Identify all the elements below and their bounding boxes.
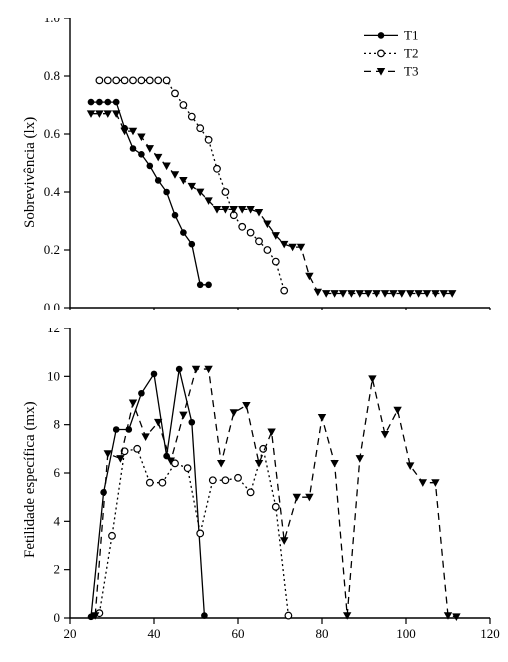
survival-ylabel: Sobrevivência (lx)	[22, 117, 39, 228]
series-T1	[91, 369, 204, 617]
fertility-chart: 0 2 4 6 8 10 12 20 40 60 80 100 120	[0, 328, 508, 648]
svg-text:10: 10	[47, 368, 60, 383]
legend-label-T1: T1	[404, 27, 418, 42]
series-T3	[95, 369, 456, 617]
svg-text:60: 60	[232, 626, 245, 641]
svg-text:80: 80	[316, 626, 329, 641]
svg-text:20: 20	[64, 626, 77, 641]
svg-text:120: 120	[480, 626, 500, 641]
series-T2	[99, 449, 288, 616]
svg-text:40: 40	[148, 626, 161, 641]
svg-text:0.8: 0.8	[44, 68, 60, 83]
svg-text:2: 2	[54, 562, 61, 577]
svg-text:1.0: 1.0	[44, 18, 60, 25]
svg-text:0.0: 0.0	[44, 300, 60, 310]
svg-text:6: 6	[54, 465, 61, 480]
svg-text:8: 8	[54, 417, 61, 432]
series-T1	[91, 102, 209, 285]
legend-label-T3: T3	[404, 63, 418, 78]
series-T3	[91, 114, 452, 294]
survival-chart: 0.0 0.2 0.4 0.6 0.8 1.0 T1 T2 T3	[0, 18, 508, 310]
fertility-ylabel: Fetilidade específica (mx)	[22, 401, 39, 558]
svg-text:0.2: 0.2	[44, 242, 60, 257]
svg-text:100: 100	[396, 626, 416, 641]
svg-text:0.6: 0.6	[44, 126, 61, 141]
legend-label-T2: T2	[404, 45, 418, 60]
svg-text:4: 4	[54, 513, 61, 528]
svg-text:0.4: 0.4	[44, 184, 61, 199]
svg-text:12: 12	[47, 328, 60, 335]
svg-text:0: 0	[54, 610, 61, 625]
